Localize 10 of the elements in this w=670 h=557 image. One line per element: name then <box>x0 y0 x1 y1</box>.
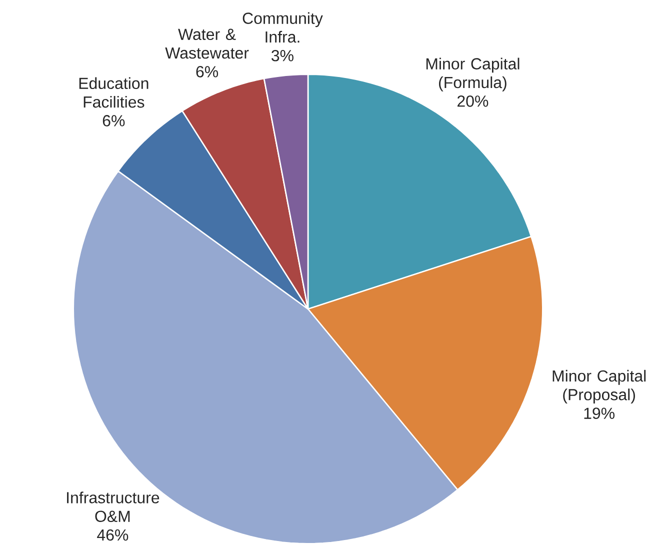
slice-label: Minor Capital (Formula) <box>426 58 520 92</box>
slice-label: Education Facilities <box>79 77 148 108</box>
data-label: 3% <box>272 50 294 62</box>
slice-label: Minor Capital (Proposal) <box>552 370 646 404</box>
data-label: 6% <box>102 115 125 126</box>
data-label: 19% <box>584 408 615 419</box>
data-label: 20% <box>457 96 488 107</box>
slice-label: Infrastructure O&M <box>67 492 160 522</box>
data-label: 6% <box>196 66 218 78</box>
data-label: 46% <box>97 529 128 541</box>
